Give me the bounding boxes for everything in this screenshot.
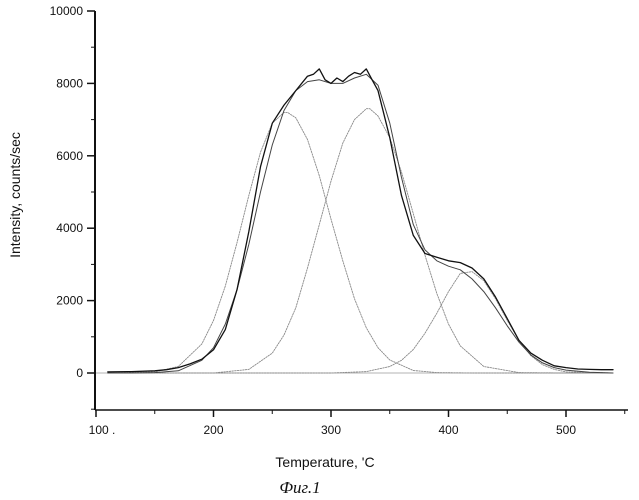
x-axis-title: Temperature, 'C [275,454,374,470]
figure-caption: Фиг.1 [279,478,320,497]
x-tick-label: 400 [438,423,458,437]
y-axis-title: Intensity, counts/sec [7,132,23,258]
x-tick-label: 300 [321,423,341,437]
y-tick-label: 8000 [56,76,83,90]
x-tick-label: 500 [556,423,576,437]
y-tick-label: 6000 [56,149,83,163]
x-tick-label: 100 . [89,423,116,437]
x-tick-label: 200 [203,423,223,437]
y-tick-label: 2000 [56,294,83,308]
y-tick-label: 0 [76,366,83,380]
y-tick-label: 10000 [50,4,84,18]
y-tick-label: 4000 [56,221,83,235]
